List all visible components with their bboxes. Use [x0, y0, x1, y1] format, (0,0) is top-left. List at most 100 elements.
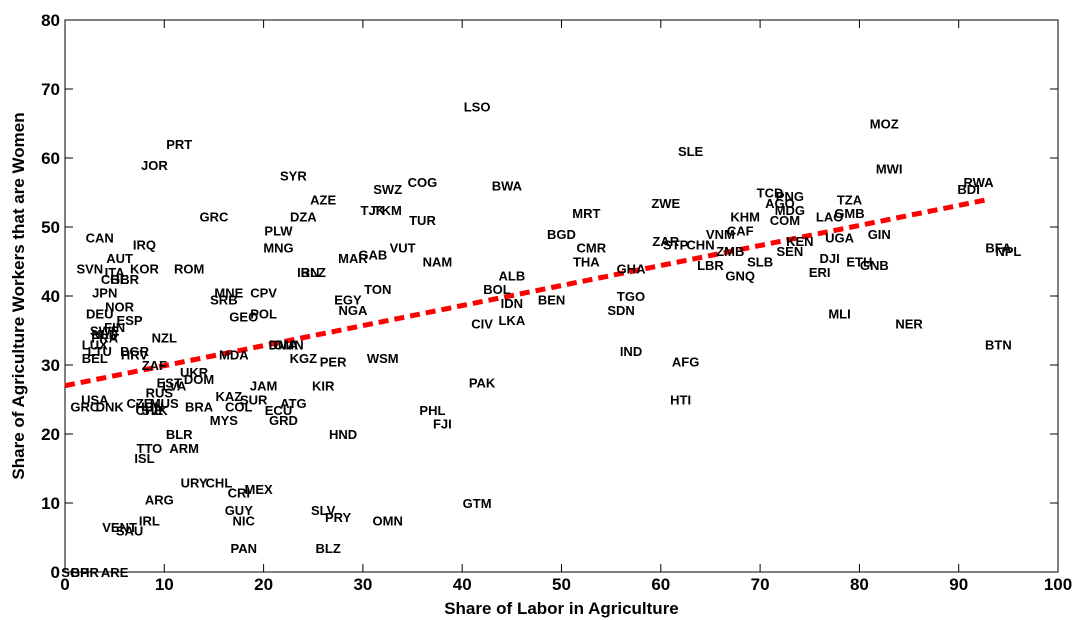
point-label: TON — [364, 282, 391, 297]
point-label: GRD — [269, 413, 298, 428]
point-label: LAO — [816, 210, 843, 225]
point-label: PAK — [469, 375, 496, 390]
point-label: LBR — [697, 258, 724, 273]
y-axis-label: Share of Agriculture Workers that are Wo… — [9, 112, 28, 479]
point-label: KGZ — [290, 351, 318, 366]
point-label: CIV — [471, 317, 493, 332]
point-label: GBR — [110, 272, 140, 287]
point-label: CZE — [126, 396, 152, 411]
point-label: MDG — [775, 203, 805, 218]
point-label: MUS — [150, 396, 179, 411]
point-label: ATG — [280, 396, 306, 411]
point-label: BDI — [957, 182, 979, 197]
point-label: TUR — [409, 213, 436, 228]
point-label: NAM — [423, 255, 453, 270]
point-label: FJI — [433, 417, 452, 432]
point-label: ALB — [498, 268, 525, 283]
point-label: ZAF — [142, 358, 167, 373]
point-label: JPN — [92, 286, 117, 301]
point-label: GHA — [617, 261, 647, 276]
y-tick-label: 40 — [41, 287, 60, 306]
point-label: EGY — [334, 292, 362, 307]
point-label: JOR — [141, 158, 168, 173]
point-label: MLI — [828, 306, 850, 321]
point-label: TGO — [617, 289, 645, 304]
point-label: IRL — [139, 513, 160, 528]
point-label: IDN — [501, 296, 523, 311]
point-label: BRA — [185, 399, 214, 414]
axis-ticks — [64, 19, 1059, 573]
point-label: TJK — [361, 203, 386, 218]
point-label: HTI — [670, 393, 691, 408]
y-tick-label: 0 — [51, 563, 60, 582]
y-tick-label: 30 — [41, 356, 60, 375]
point-label: DZA — [290, 210, 317, 225]
point-label: GUY — [225, 503, 254, 518]
point-label: OMN — [373, 513, 403, 528]
point-label: PLW — [264, 223, 293, 238]
point-label: ETH — [846, 255, 872, 270]
point-label: BWA — [492, 179, 523, 194]
point-label: KEN — [786, 234, 813, 249]
point-label: GNB — [860, 258, 889, 273]
point-label: IRN — [297, 265, 319, 280]
point-label: IRQ — [133, 237, 156, 252]
point-label: LUX — [82, 337, 108, 352]
point-label: BTN — [985, 337, 1012, 352]
point-label: LVA — [162, 379, 187, 394]
point-label: IND — [620, 344, 642, 359]
axis-tick-labels: 0 10 20 30 40 50 60 70 80 90 100 0 10 20 30 40 50 60 70 80 — [41, 11, 1072, 594]
point-label: NGA — [339, 303, 369, 318]
point-label: BGD — [547, 227, 576, 242]
point-label: SVK — [141, 403, 168, 418]
point-label: SLE — [678, 144, 704, 159]
point-label: CAN — [86, 230, 114, 245]
point-label: SRB — [210, 292, 237, 307]
point-label: TTO — [137, 441, 163, 456]
point-label: ZWE — [651, 196, 680, 211]
point-label: SDN — [607, 303, 634, 318]
x-tick-label: 10 — [155, 575, 174, 594]
point-label: HND — [329, 427, 357, 442]
point-label: EST — [157, 375, 182, 390]
point-label: NLD — [91, 327, 118, 342]
point-label: CPV — [250, 286, 277, 301]
point-label: MOZ — [870, 117, 899, 132]
point-label: COM — [770, 213, 800, 228]
point-label: RUS — [146, 386, 174, 401]
y-tick-label: 50 — [41, 218, 60, 237]
point-label: BFA — [985, 241, 1012, 256]
point-label: GEO — [229, 310, 258, 325]
x-tick-label: 50 — [552, 575, 571, 594]
point-label: ROM — [174, 261, 204, 276]
point-label: DOM — [184, 372, 214, 387]
point-label: MNE — [214, 286, 243, 301]
point-label: UGA — [825, 230, 855, 245]
y-tick-label: 80 — [41, 11, 60, 30]
point-label: PNG — [776, 189, 804, 204]
point-label: GTM — [463, 496, 492, 511]
point-label: ERI — [809, 265, 831, 280]
point-label: MDA — [219, 348, 249, 363]
point-label: ARM — [169, 441, 199, 456]
point-label: CRI — [228, 486, 250, 501]
point-label: ARG — [145, 493, 174, 508]
point-label: SUR — [240, 393, 268, 408]
point-label: SYR — [280, 168, 307, 183]
point-label: BEL — [82, 351, 108, 366]
point-label: LSO — [464, 99, 491, 114]
x-tick-label: 90 — [949, 575, 968, 594]
point-label: BOL — [483, 282, 511, 297]
point-label: HRV — [121, 348, 149, 363]
point-label: PER — [320, 355, 347, 370]
point-label: TKM — [374, 203, 402, 218]
y-tick-label: 60 — [41, 149, 60, 168]
x-tick-label: 30 — [353, 575, 372, 594]
point-label: GRC — [70, 399, 100, 414]
point-label: ZAR — [652, 234, 679, 249]
point-label: DJI — [819, 251, 839, 266]
point-label: FRA — [91, 330, 118, 345]
point-label: VUT — [390, 241, 416, 256]
point-label: AZE — [310, 192, 336, 207]
point-label: NOR — [105, 299, 135, 314]
